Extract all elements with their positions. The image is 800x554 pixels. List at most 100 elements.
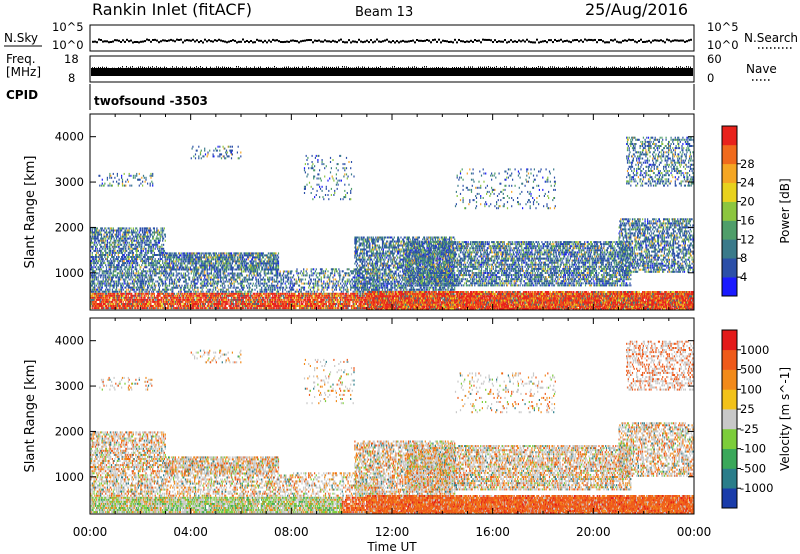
nave-point <box>120 67 121 69</box>
nsky-point <box>384 39 386 42</box>
power-cell <box>166 292 168 295</box>
power-cell <box>172 305 174 307</box>
power-cell <box>95 305 97 307</box>
power-cell <box>199 303 202 305</box>
power-cell <box>311 296 313 299</box>
nave-point <box>146 67 147 69</box>
power-cell <box>120 307 122 310</box>
power-cell <box>453 296 455 299</box>
power-cell <box>198 300 200 303</box>
freq-tick-top: 18 <box>64 52 79 66</box>
power-cell <box>204 294 206 297</box>
power-cell <box>128 296 130 299</box>
nave-point <box>360 67 361 69</box>
nsky-point <box>454 38 456 41</box>
power-cell <box>339 294 341 297</box>
power-cell <box>178 298 181 301</box>
power-cell <box>110 300 112 303</box>
power-cell <box>127 305 129 307</box>
nave-point <box>592 67 593 70</box>
power-cell <box>94 292 96 295</box>
power-cell <box>129 298 131 301</box>
power-cell <box>412 303 414 305</box>
power-cell <box>325 296 327 299</box>
power-cell <box>199 305 201 307</box>
nsky-point <box>162 39 164 42</box>
power-cell <box>134 292 136 295</box>
power-cell <box>439 305 441 307</box>
nsky-point <box>262 41 264 44</box>
nave-point <box>386 67 387 69</box>
nave-point <box>176 66 177 68</box>
nave-point <box>412 66 413 69</box>
power-cell <box>189 300 191 303</box>
power-cell <box>313 300 315 303</box>
nsky-point <box>244 40 246 43</box>
power-cell <box>217 300 219 303</box>
power-cell <box>120 292 122 295</box>
nsearch-label: N.Search <box>744 31 798 45</box>
power-cell <box>187 300 189 303</box>
power-cell <box>130 294 132 297</box>
power-cell <box>145 292 147 295</box>
power-cell <box>121 298 124 301</box>
power-cell <box>462 303 464 305</box>
power-cell <box>353 300 355 303</box>
power-cell <box>212 294 214 297</box>
power-cell <box>109 292 111 295</box>
power-cell <box>207 296 209 299</box>
power-cell <box>388 296 390 299</box>
power-cell <box>176 303 178 305</box>
power-cell <box>116 303 118 305</box>
nave-point <box>140 66 141 68</box>
power-cell <box>184 307 186 310</box>
power-cell <box>116 305 118 307</box>
power-cell <box>340 305 342 307</box>
power-cell <box>130 292 132 295</box>
power-cell <box>366 300 368 303</box>
power-cell <box>148 307 150 310</box>
power-cell <box>248 303 250 305</box>
power-cell <box>247 294 249 297</box>
power-cell <box>229 307 231 310</box>
power-cell <box>350 298 352 301</box>
nsky-point <box>634 40 636 43</box>
nave-point <box>444 67 445 70</box>
power-cell <box>152 305 154 307</box>
power-cell <box>183 307 185 310</box>
nave-point <box>240 67 241 69</box>
power-cell <box>288 300 290 303</box>
power-cell <box>139 294 141 297</box>
power-cell <box>210 292 212 295</box>
power-cell <box>242 298 244 301</box>
power-cell <box>427 292 429 295</box>
power-cell <box>354 298 356 301</box>
power-cell <box>152 300 155 303</box>
nave-point <box>306 66 307 69</box>
power-cell <box>100 303 102 305</box>
power-cell <box>265 294 267 297</box>
nave-point <box>516 67 517 70</box>
power-cell <box>239 307 241 310</box>
power-cell <box>249 294 251 297</box>
nave-point <box>118 67 119 69</box>
power-cell <box>133 307 135 310</box>
power-cell <box>335 292 337 295</box>
power-cell <box>124 305 126 307</box>
nave-point <box>406 67 407 69</box>
power-cell <box>286 294 288 297</box>
nave-point <box>428 67 429 70</box>
power-cell <box>330 307 332 310</box>
nave-point <box>576 66 577 69</box>
nave-point <box>228 66 229 69</box>
power-cell <box>304 307 306 310</box>
power-cell <box>394 296 396 299</box>
power-cell <box>104 296 106 299</box>
power-cell <box>399 294 401 297</box>
power-cell <box>218 298 220 301</box>
power-cell <box>241 292 243 295</box>
power-cell <box>319 305 321 307</box>
power-cell <box>100 305 103 307</box>
power-cell <box>229 300 231 303</box>
